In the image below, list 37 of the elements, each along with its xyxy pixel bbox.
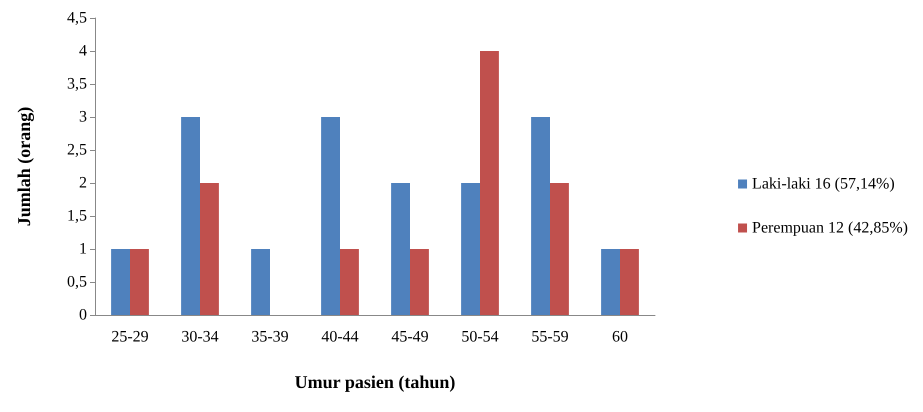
- y-tick-label: 3,5: [67, 76, 87, 92]
- bar: [111, 249, 130, 315]
- y-tick-label: 1,5: [67, 208, 87, 224]
- x-tick-label: 45-49: [391, 328, 429, 346]
- bar: [620, 249, 639, 315]
- y-tick-label: 3: [79, 108, 87, 126]
- y-tick-label: 1: [79, 240, 87, 258]
- bar: [531, 117, 550, 315]
- x-axis-title: Umur pasien (tahun): [294, 372, 456, 392]
- x-tick-label: 60: [612, 328, 628, 346]
- y-tick-label: 2: [79, 174, 87, 192]
- x-tick-label: 25-29: [111, 328, 149, 346]
- bar: [200, 183, 219, 315]
- x-tick-label: 30-34: [181, 328, 219, 346]
- bar: [340, 249, 359, 315]
- x-tick-label: 55-59: [531, 328, 569, 346]
- y-tick-label: 2,5: [67, 142, 87, 158]
- bar: [550, 183, 569, 315]
- legend-label: Perempuan 12 (42,85%): [752, 220, 908, 236]
- bar: [461, 183, 480, 315]
- legend-label: Laki-laki 16 (57,14%): [752, 176, 895, 192]
- y-tick-label: 4,5: [67, 10, 87, 26]
- x-tick-label: 40-44: [321, 328, 359, 346]
- bar: [251, 249, 270, 315]
- x-tick-label: 35-39: [251, 328, 289, 346]
- y-tick-label: 0,5: [67, 274, 87, 290]
- y-axis-title: Jumlah (orang): [14, 106, 34, 226]
- bar: [391, 183, 410, 315]
- y-tick-label: 0: [79, 306, 87, 324]
- bar: [601, 249, 620, 315]
- bar: [480, 51, 499, 315]
- bar: [410, 249, 429, 315]
- bar: [321, 117, 340, 315]
- bar: [130, 249, 149, 315]
- x-tick-label: 50-54: [461, 328, 499, 346]
- bar: [181, 117, 200, 315]
- y-tick-label: 4: [79, 42, 87, 60]
